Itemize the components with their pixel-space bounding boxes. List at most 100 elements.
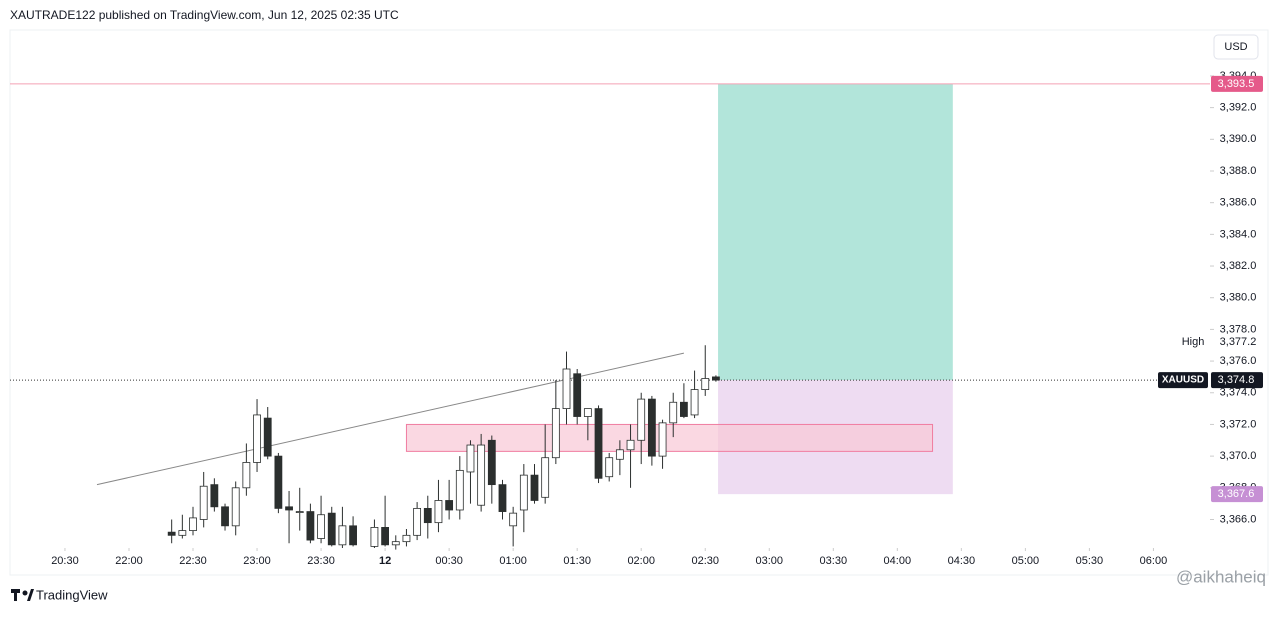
candle-body: [455, 469, 464, 511]
x-tick-label: 02:30: [691, 555, 719, 567]
candle-body: [274, 455, 283, 509]
zone: [405, 423, 934, 452]
candle-body: [669, 401, 678, 424]
candle-body: [402, 534, 411, 543]
y-tick-label: 3,366.0: [1220, 513, 1257, 525]
logo-text: TradingView: [36, 587, 108, 602]
currency-button[interactable]: [1213, 34, 1259, 60]
x-tick-label: 05:00: [1012, 555, 1040, 567]
y-tick-label: 3,392.0: [1220, 102, 1257, 114]
header: XAUTRADE122 published on TradingView.com…: [10, 8, 399, 22]
candle-body: [605, 457, 614, 478]
y-tick-label: 3,370.0: [1220, 450, 1257, 462]
candle-body: [370, 527, 379, 547]
candle-body: [391, 541, 400, 546]
candle-body: [477, 444, 486, 506]
watermark: @aikhaheiq: [1176, 567, 1266, 586]
stop-badge-label: 3,367.6: [1218, 488, 1255, 500]
x-tick-label: 22:30: [179, 555, 207, 567]
candle-body: [167, 531, 176, 536]
candle-body: [434, 500, 443, 524]
target-badge: [1211, 75, 1263, 92]
x-tick-label: 05:30: [1076, 555, 1104, 567]
y-tick-label: 3,374.0: [1220, 387, 1257, 399]
candle-body: [295, 511, 304, 513]
target-area: [718, 83, 953, 381]
candle-body: [413, 507, 422, 536]
candle-body: [349, 525, 357, 546]
candle-body: [658, 422, 667, 457]
candle-body: [445, 500, 454, 511]
candle-body: [519, 474, 528, 511]
frame: [9, 29, 1269, 576]
x-tick-label: 03:30: [820, 555, 848, 567]
candle-body: [647, 398, 656, 457]
y-tick-label: 3,388.0: [1220, 165, 1257, 177]
candle-body: [221, 506, 229, 527]
candle-body: [338, 525, 347, 546]
stop-badge: [1211, 486, 1263, 503]
candle-body: [189, 517, 197, 531]
candle-body: [381, 527, 390, 546]
candle-body: [327, 512, 336, 546]
high-name: High: [1182, 336, 1205, 348]
target-badge-label: 3,393.5: [1218, 78, 1255, 90]
candle-body: [423, 507, 432, 524]
candle-body: [615, 449, 624, 460]
candle-body: [263, 417, 272, 457]
y-tick-label: 3,378.0: [1220, 323, 1257, 335]
high-value: 3,377.2: [1220, 336, 1257, 348]
x-tick-label: 01:00: [499, 555, 527, 567]
candle-body: [701, 378, 710, 390]
logo-mark: [11, 589, 34, 601]
x-tick-label: 04:30: [948, 555, 976, 567]
candle-body: [285, 506, 293, 511]
candle-body: [498, 484, 507, 512]
x-tick-label: 02:00: [627, 555, 655, 567]
candle-body: [466, 444, 475, 473]
y-tick-label: 3,380.0: [1220, 292, 1257, 304]
x-tick-label: 04:00: [884, 555, 912, 567]
trendline: [96, 352, 685, 486]
x-tick-label: 23:30: [307, 555, 335, 567]
candle-body: [530, 474, 539, 501]
candle-body: [509, 512, 518, 527]
candle-body: [637, 398, 646, 441]
x-tick-label: 06:00: [1140, 555, 1168, 567]
candle-body: [679, 401, 688, 417]
x-tick-label: 23:00: [243, 555, 271, 567]
candle-body: [253, 414, 261, 463]
x-tick-label: 01:30: [563, 555, 591, 567]
candle-body: [231, 487, 240, 527]
x-tick-label: 00:30: [435, 555, 463, 567]
x-tick-label: 20:30: [51, 555, 79, 567]
y-tick-label: 3,372.0: [1220, 418, 1257, 430]
price-badge: [1211, 372, 1263, 389]
price-badge-label: 3,374.8: [1218, 374, 1255, 386]
candle-body: [712, 376, 720, 381]
candle-body: [594, 408, 603, 479]
candle-body: [541, 457, 550, 498]
y-tick-label: 3,390.0: [1220, 133, 1257, 145]
candle-body: [551, 408, 560, 459]
x-tick-label: 03:00: [756, 555, 784, 567]
symbol-label: XAUUSD: [1162, 375, 1204, 386]
candle-body: [573, 373, 582, 417]
candle-body: [199, 485, 208, 520]
candle-body: [178, 530, 187, 536]
x-tick-label: 22:00: [115, 555, 143, 567]
candle-body: [562, 368, 571, 409]
symbol-badge: [1158, 372, 1208, 389]
candle-body: [242, 462, 251, 489]
candle-body: [487, 439, 496, 486]
candle-body: [210, 484, 219, 508]
candle-body: [690, 389, 699, 416]
y-tick-label: 3,386.0: [1220, 197, 1257, 209]
candle-body: [583, 408, 592, 417]
candle-body: [626, 439, 635, 451]
y-tick-label: 3,382.0: [1220, 260, 1257, 272]
currency: USD: [1224, 41, 1247, 53]
candle-body: [306, 511, 315, 541]
